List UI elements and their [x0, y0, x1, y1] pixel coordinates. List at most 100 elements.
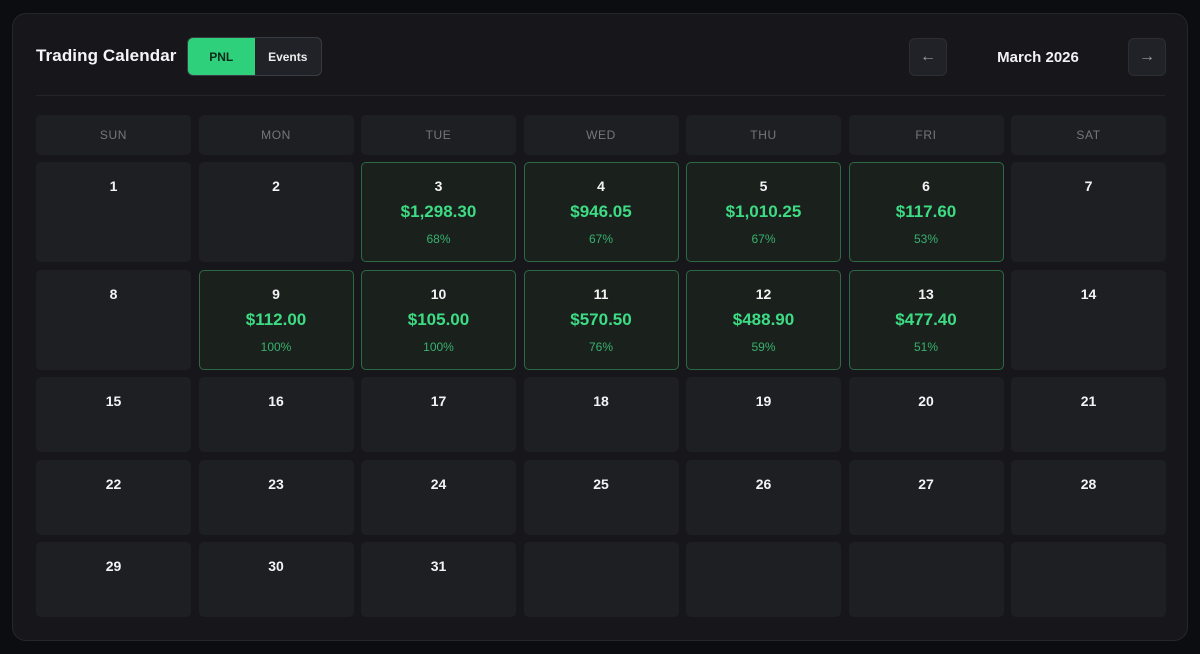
calendar-day-cell[interactable]: 13 $477.40 51% [849, 270, 1004, 370]
calendar-day-cell[interactable]: 26 [686, 460, 841, 535]
day-number: 1 [110, 178, 118, 194]
calendar-day-cell[interactable]: 10 $105.00 100% [361, 270, 516, 370]
calendar-day-cell[interactable]: 4 $946.05 67% [524, 162, 679, 262]
empty-day-cell [849, 542, 1004, 617]
calendar-day-cell[interactable]: 22 [36, 460, 191, 535]
day-number: 28 [1081, 476, 1097, 492]
calendar-day-cell[interactable]: 28 [1011, 460, 1166, 535]
day-number: 17 [431, 393, 447, 409]
day-number: 5 [760, 178, 768, 194]
weekday-label: SUN [36, 115, 191, 155]
win-rate-percent: 51% [914, 340, 938, 354]
win-rate-percent: 53% [914, 232, 938, 246]
calendar-day-cell[interactable]: 31 [361, 542, 516, 617]
calendar-day-cell[interactable]: 20 [849, 377, 1004, 452]
calendar-day-cell[interactable]: 23 [199, 460, 354, 535]
calendar-day-cell[interactable]: 15 [36, 377, 191, 452]
win-rate-percent: 68% [426, 232, 450, 246]
calendar-day-cell[interactable]: 14 [1011, 270, 1166, 370]
day-number: 6 [922, 178, 930, 194]
win-rate-percent: 100% [423, 340, 454, 354]
day-number: 22 [106, 476, 122, 492]
calendar-day-cell[interactable]: 18 [524, 377, 679, 452]
day-number: 2 [272, 178, 280, 194]
calendar-day-cell[interactable]: 5 $1,010.25 67% [686, 162, 841, 262]
win-rate-percent: 67% [589, 232, 613, 246]
empty-day-cell [686, 542, 841, 617]
weekday-label: WED [524, 115, 679, 155]
calendar-day-cell[interactable]: 9$112.00100% [199, 270, 354, 370]
view-toggle: PNL Events [187, 37, 322, 76]
calendar-day-cell[interactable]: 30 [199, 542, 354, 617]
weekday-label: TUE [361, 115, 516, 155]
day-number: 9 [272, 286, 280, 302]
calendar-grid: 123$1,298.3068%4$946.0567%5$1,010.2567%6… [36, 162, 1166, 617]
calendar-day-cell[interactable]: 3 $1,298.30 68% [361, 162, 516, 262]
events-toggle-button[interactable]: Events [255, 38, 322, 75]
current-month-label: March 2026 [948, 49, 1128, 66]
calendar-day-cell[interactable]: 25 [524, 460, 679, 535]
calendar-day-cell[interactable]: 11 $570.50 76% [524, 270, 679, 370]
calendar-day-cell[interactable]: 12 $488.90 59% [686, 270, 841, 370]
day-number: 11 [594, 286, 609, 302]
weekday-header-row: SUNMONTUEWEDTHUFRISAT [36, 115, 1166, 155]
calendar-day-cell[interactable]: 24 [361, 460, 516, 535]
daily-pnl-value: $570.50 [570, 310, 631, 330]
calendar-day-cell[interactable]: 2 [199, 162, 354, 262]
daily-pnl-value: $477.40 [895, 310, 956, 330]
day-number: 3 [435, 178, 443, 194]
calendar-header: Trading Calendar PNL Events ← March 2026… [36, 37, 1165, 77]
header-divider [36, 95, 1165, 96]
weekday-label: SAT [1011, 115, 1166, 155]
day-number: 27 [918, 476, 934, 492]
day-number: 26 [756, 476, 772, 492]
day-number: 8 [110, 286, 118, 302]
day-number: 21 [1081, 393, 1097, 409]
day-number: 18 [593, 393, 609, 409]
pnl-toggle-button[interactable]: PNL [188, 38, 255, 75]
win-rate-percent: 76% [589, 340, 613, 354]
day-number: 7 [1085, 178, 1093, 194]
day-number: 31 [431, 558, 447, 574]
day-number: 23 [268, 476, 284, 492]
day-number: 13 [918, 286, 934, 302]
daily-pnl-value: $105.00 [408, 310, 469, 330]
daily-pnl-value: $117.60 [896, 202, 957, 222]
day-number: 29 [106, 558, 122, 574]
daily-pnl-value: $112.00 [246, 310, 307, 330]
calendar-day-cell[interactable]: 7 [1011, 162, 1166, 262]
empty-day-cell [524, 542, 679, 617]
calendar-day-cell[interactable]: 27 [849, 460, 1004, 535]
day-number: 12 [756, 286, 772, 302]
daily-pnl-value: $1,010.25 [726, 202, 802, 222]
day-number: 24 [431, 476, 447, 492]
day-number: 15 [106, 393, 122, 409]
previous-month-button[interactable]: ← [909, 38, 947, 76]
page-title: Trading Calendar [36, 46, 176, 66]
daily-pnl-value: $1,298.30 [401, 202, 477, 222]
weekday-label: FRI [849, 115, 1004, 155]
win-rate-percent: 67% [751, 232, 775, 246]
day-number: 30 [268, 558, 284, 574]
calendar-day-cell[interactable]: 29 [36, 542, 191, 617]
arrow-left-icon: ← [920, 48, 936, 66]
weekday-label: THU [686, 115, 841, 155]
calendar-day-cell[interactable]: 6 $117.60 53% [849, 162, 1004, 262]
calendar-day-cell[interactable]: 17 [361, 377, 516, 452]
empty-day-cell [1011, 542, 1166, 617]
next-month-button[interactable]: → [1128, 38, 1166, 76]
calendar-day-cell[interactable]: 8 [36, 270, 191, 370]
day-number: 19 [756, 393, 772, 409]
day-number: 10 [431, 286, 447, 302]
daily-pnl-value: $946.05 [570, 202, 631, 222]
day-number: 4 [597, 178, 605, 194]
calendar-day-cell[interactable]: 16 [199, 377, 354, 452]
calendar-day-cell[interactable]: 1 [36, 162, 191, 262]
daily-pnl-value: $488.90 [733, 310, 794, 330]
calendar-day-cell[interactable]: 21 [1011, 377, 1166, 452]
calendar-day-cell[interactable]: 19 [686, 377, 841, 452]
day-number: 16 [268, 393, 284, 409]
day-number: 20 [918, 393, 934, 409]
day-number: 14 [1081, 286, 1097, 302]
win-rate-percent: 59% [751, 340, 775, 354]
